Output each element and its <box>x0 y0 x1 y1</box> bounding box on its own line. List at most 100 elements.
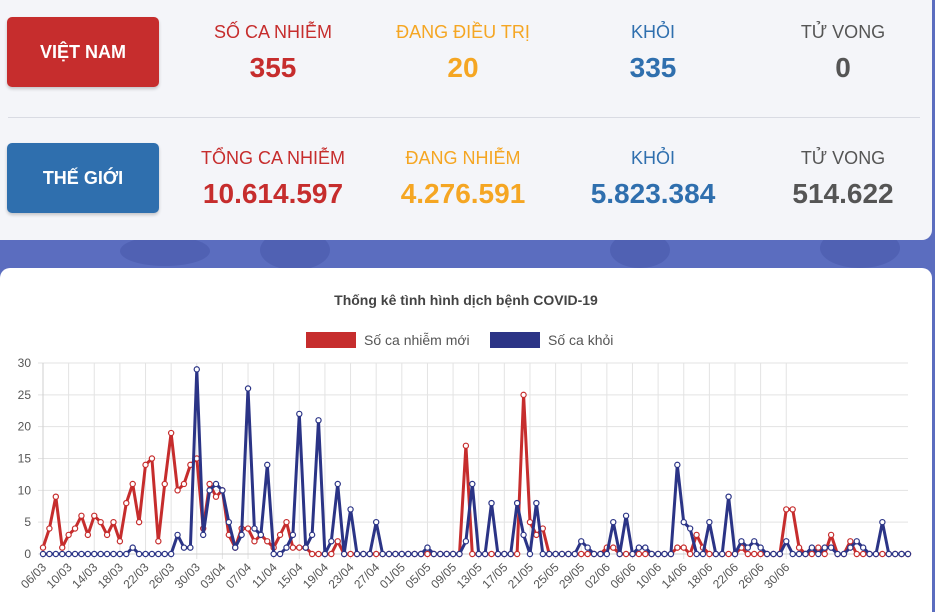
data-point-1 <box>469 480 476 488</box>
data-point-0 <box>334 538 341 545</box>
data-point-1 <box>232 544 239 551</box>
data-point-0 <box>686 550 694 558</box>
y-tick-label: 25 <box>18 388 32 402</box>
data-point-1 <box>706 518 713 526</box>
data-point-1 <box>340 550 348 558</box>
x-tick-label: 14/03 <box>69 560 100 591</box>
data-point-0 <box>757 550 764 558</box>
data-point-1 <box>629 550 636 558</box>
data-point-1 <box>334 480 341 488</box>
x-tick-label: 17/05 <box>479 560 510 591</box>
x-tick-label: 14/06 <box>659 560 690 591</box>
data-point-1 <box>513 499 521 507</box>
data-point-1 <box>244 385 252 392</box>
data-point-1 <box>789 550 796 558</box>
data-point-0 <box>264 538 271 545</box>
chart-title: Thống kê tình hình dịch bệnh COVID-19 <box>334 292 598 308</box>
data-point-1 <box>885 550 892 558</box>
data-point-1 <box>199 531 207 539</box>
vietnam-label: VIỆT NAM <box>39 41 126 62</box>
x-tick-label: 30/03 <box>172 560 203 591</box>
legend-item-recovered[interactable]: Số ca khỏi <box>490 332 613 348</box>
data-point-0 <box>289 544 297 551</box>
data-point-0 <box>578 550 585 558</box>
background-decoration <box>120 236 210 266</box>
vietnam-button[interactable]: VIỆT NAM <box>7 17 159 87</box>
data-point-1 <box>520 531 527 539</box>
legend-label: Số ca khỏi <box>548 332 614 348</box>
stat-label: TỔNG CA NHIỄM <box>200 148 345 168</box>
data-point-1 <box>552 550 559 558</box>
stat-value: 355 <box>249 52 297 83</box>
data-point-1 <box>430 550 438 558</box>
data-point-0 <box>642 550 649 558</box>
data-point-1 <box>744 544 752 551</box>
data-point-1 <box>866 550 873 558</box>
data-point-0 <box>815 544 822 551</box>
data-point-1 <box>610 518 617 526</box>
world-active-stat: ĐANG NHIỄM 4.276.591 <box>363 147 563 211</box>
x-tick-label: 22/03 <box>121 560 152 591</box>
data-point-1 <box>462 538 470 545</box>
data-point-1 <box>853 538 860 545</box>
stat-value: 20 <box>447 52 479 83</box>
data-point-0 <box>821 550 828 558</box>
stat-label: TỬ VONG <box>800 22 886 42</box>
y-tick-label: 20 <box>18 420 32 434</box>
data-point-1 <box>46 550 53 558</box>
x-tick-label: 02/06 <box>582 560 613 591</box>
world-deaths-stat: TỬ VONG 514.622 <box>743 147 935 211</box>
data-point-0 <box>462 442 470 449</box>
data-point-1 <box>276 550 284 558</box>
data-point-1 <box>405 550 412 558</box>
data-point-1 <box>180 544 188 551</box>
x-tick-label: 07/04 <box>223 560 254 591</box>
data-point-1 <box>757 544 764 551</box>
data-point-1 <box>545 550 553 558</box>
data-point-1 <box>212 480 220 488</box>
data-point-0 <box>424 550 431 558</box>
world-button[interactable]: THẾ GIỚI <box>7 143 159 213</box>
data-point-1 <box>898 550 905 558</box>
vietnam-recovered-stat: KHỎI 335 <box>553 21 753 85</box>
data-point-0 <box>180 480 188 488</box>
data-point-0 <box>751 550 758 558</box>
data-point-1 <box>372 518 380 526</box>
x-tick-label: 26/03 <box>146 560 177 591</box>
data-point-1 <box>135 550 143 558</box>
y-tick-label: 10 <box>18 483 32 497</box>
data-point-1 <box>257 531 265 539</box>
stat-label: SỐ CA NHIỄM <box>213 22 333 42</box>
data-point-0 <box>674 544 681 551</box>
y-tick-label: 30 <box>18 356 32 370</box>
data-point-0 <box>91 512 98 519</box>
data-point-1 <box>251 525 258 532</box>
data-point-1 <box>84 550 92 558</box>
data-point-1 <box>379 550 386 558</box>
x-tick-label: 15/04 <box>274 560 305 591</box>
data-point-0 <box>296 544 303 551</box>
data-point-1 <box>584 544 591 551</box>
data-point-1 <box>385 550 393 558</box>
data-point-0 <box>859 550 867 558</box>
data-point-0 <box>347 550 354 558</box>
y-tick-label: 5 <box>24 515 31 529</box>
legend-label: Số ca nhiễm mới <box>364 332 470 348</box>
data-point-1 <box>738 538 745 545</box>
x-tick-label: 19/04 <box>300 560 331 591</box>
data-point-0 <box>97 518 104 526</box>
data-point-1 <box>494 550 502 558</box>
legend-item-new-cases[interactable]: Số ca nhiễm mới <box>306 332 470 348</box>
data-point-1 <box>783 538 790 545</box>
x-tick-label: 29/05 <box>556 560 587 591</box>
stat-value: 5.823.384 <box>590 178 716 209</box>
stat-label: TỬ VONG <box>800 148 886 168</box>
x-tick-label: 27/04 <box>351 560 382 591</box>
data-point-1 <box>264 461 271 469</box>
data-point-0 <box>725 550 732 558</box>
data-point-1 <box>603 550 611 558</box>
data-point-1 <box>437 550 444 558</box>
data-point-1 <box>123 550 130 558</box>
data-point-1 <box>533 499 540 507</box>
data-point-1 <box>571 550 579 558</box>
